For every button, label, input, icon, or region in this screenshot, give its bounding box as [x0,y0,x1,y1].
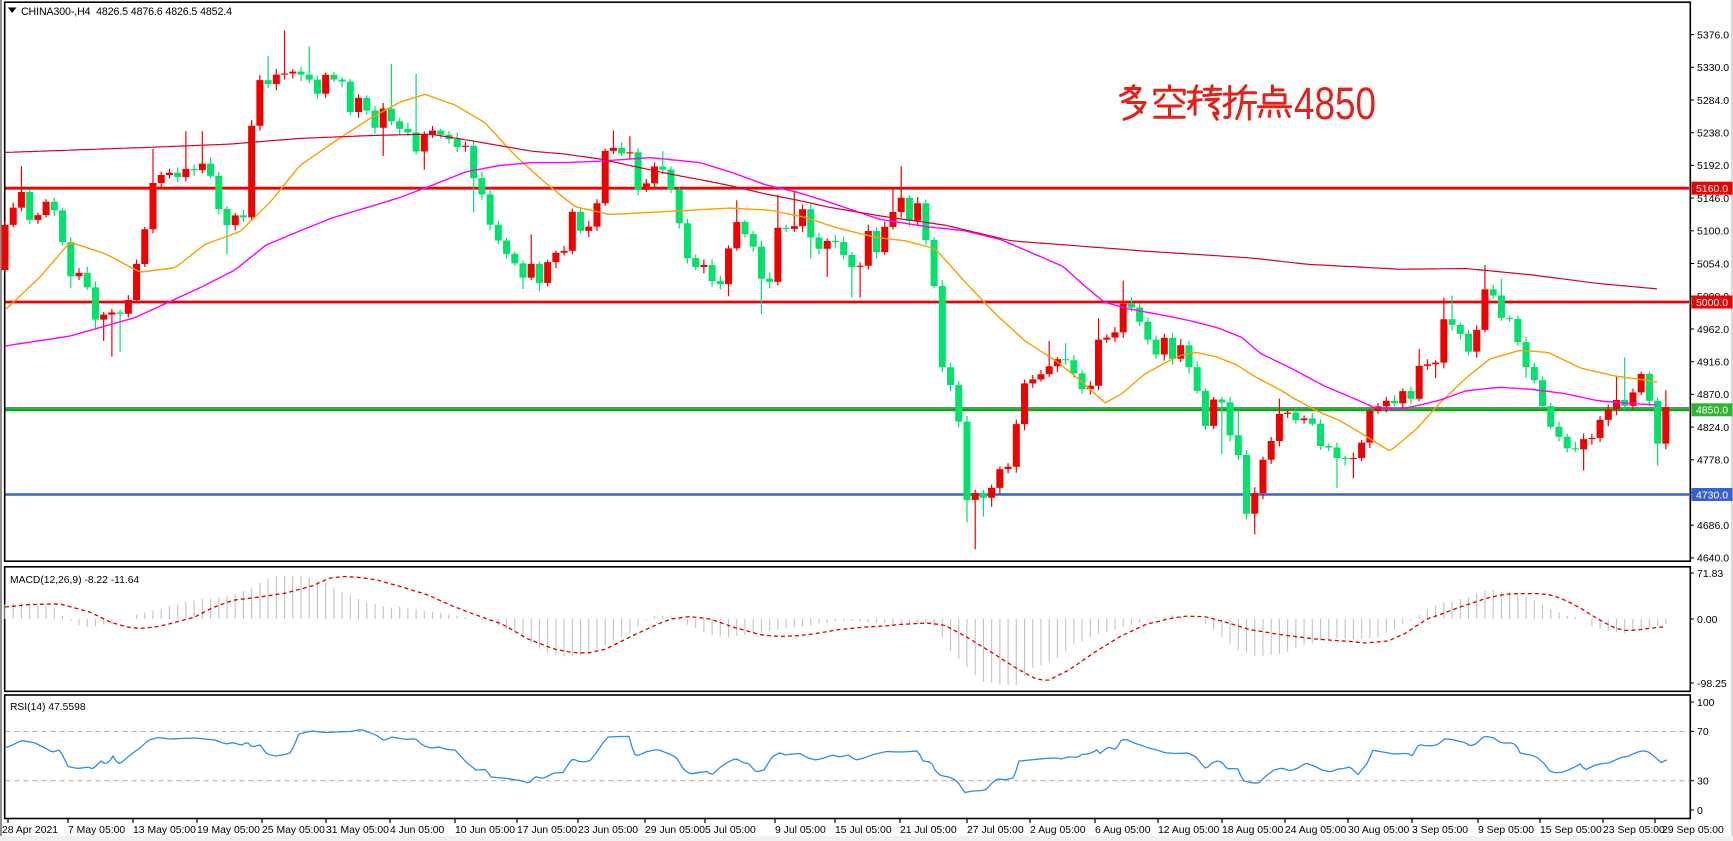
svg-text:4778.0: 4778.0 [1697,455,1729,467]
svg-text:5000.0: 5000.0 [1696,297,1728,309]
svg-text:30 Aug 05:00: 30 Aug 05:00 [1348,825,1409,836]
svg-text:4916.0: 4916.0 [1697,357,1729,369]
svg-text:5100.0: 5100.0 [1697,226,1729,238]
svg-text:5330.0: 5330.0 [1697,62,1729,74]
svg-text:71.83: 71.83 [1697,568,1723,580]
svg-text:19 May 05:00: 19 May 05:00 [197,825,260,836]
svg-text:3 Sep 05:00: 3 Sep 05:00 [1412,825,1468,836]
svg-text:9 Jul 05:00: 9 Jul 05:00 [775,825,826,836]
svg-text:5160.0: 5160.0 [1696,183,1728,195]
svg-text:4730.0: 4730.0 [1696,489,1728,501]
svg-text:5054.0: 5054.0 [1697,258,1729,270]
svg-text:21 Jul 05:00: 21 Jul 05:00 [900,825,957,836]
svg-text:18 Aug 05:00: 18 Aug 05:00 [1222,825,1283,836]
svg-text:CHINA300-,H4 4826.5 4876.6 48: CHINA300-,H4 4826.5 4876.6 4826.5 4852.4 [21,6,232,18]
svg-text:23 Jun 05:00: 23 Jun 05:00 [578,825,638,836]
svg-text:7 May 05:00: 7 May 05:00 [68,825,125,836]
svg-text:12 Aug 05:00: 12 Aug 05:00 [1158,825,1219,836]
svg-text:0.00: 0.00 [1697,614,1718,626]
svg-text:-98.25: -98.25 [1697,678,1727,690]
svg-text:MACD(12,26,9) -8.22 -11.64: MACD(12,26,9) -8.22 -11.64 [10,575,139,586]
svg-text:5192.0: 5192.0 [1697,160,1729,172]
svg-text:23 Sep 05:00: 23 Sep 05:00 [1603,825,1665,836]
svg-text:9 Sep 05:00: 9 Sep 05:00 [1478,825,1534,836]
svg-text:25 May 05:00: 25 May 05:00 [262,825,325,836]
svg-text:30: 30 [1697,776,1709,788]
svg-text:70: 70 [1697,726,1709,738]
svg-text:4 Jun 05:00: 4 Jun 05:00 [390,825,445,836]
svg-text:4850.0: 4850.0 [1696,405,1728,417]
svg-text:10 Jun 05:00: 10 Jun 05:00 [455,825,515,836]
svg-text:RSI(14) 47.5598: RSI(14) 47.5598 [10,702,86,713]
svg-text:0: 0 [1697,805,1703,817]
svg-text:5146.0: 5146.0 [1697,193,1729,205]
svg-text:4640.0: 4640.0 [1697,553,1729,565]
svg-text:24 Aug 05:00: 24 Aug 05:00 [1285,825,1346,836]
svg-text:2 Aug 05:00: 2 Aug 05:00 [1030,825,1086,836]
svg-text:29 Sep 05:00: 29 Sep 05:00 [1662,825,1724,836]
svg-text:13 May 05:00: 13 May 05:00 [133,825,196,836]
svg-text:4850: 4850 [1294,78,1376,129]
svg-text:4686.0: 4686.0 [1697,520,1729,532]
svg-text:5238.0: 5238.0 [1697,128,1729,140]
svg-text:15 Jul 05:00: 15 Jul 05:00 [835,825,892,836]
svg-text:31 May 05:00: 31 May 05:00 [326,825,389,836]
svg-text:4962.0: 4962.0 [1697,324,1729,336]
svg-text:5376.0: 5376.0 [1697,29,1729,41]
svg-text:15 Sep 05:00: 15 Sep 05:00 [1540,825,1602,836]
svg-text:5284.0: 5284.0 [1697,95,1729,107]
svg-text:28 Apr 2021: 28 Apr 2021 [2,825,58,836]
svg-text:17 Jun 05:00: 17 Jun 05:00 [517,825,577,836]
svg-text:29 Jun 05:00: 29 Jun 05:00 [645,825,705,836]
svg-text:4870.0: 4870.0 [1697,389,1729,401]
svg-text:6 Aug 05:00: 6 Aug 05:00 [1095,825,1151,836]
svg-text:4824.0: 4824.0 [1697,422,1729,434]
svg-text:100: 100 [1697,697,1715,709]
svg-text:5 Jul 05:00: 5 Jul 05:00 [705,825,756,836]
svg-text:27 Jul 05:00: 27 Jul 05:00 [967,825,1024,836]
